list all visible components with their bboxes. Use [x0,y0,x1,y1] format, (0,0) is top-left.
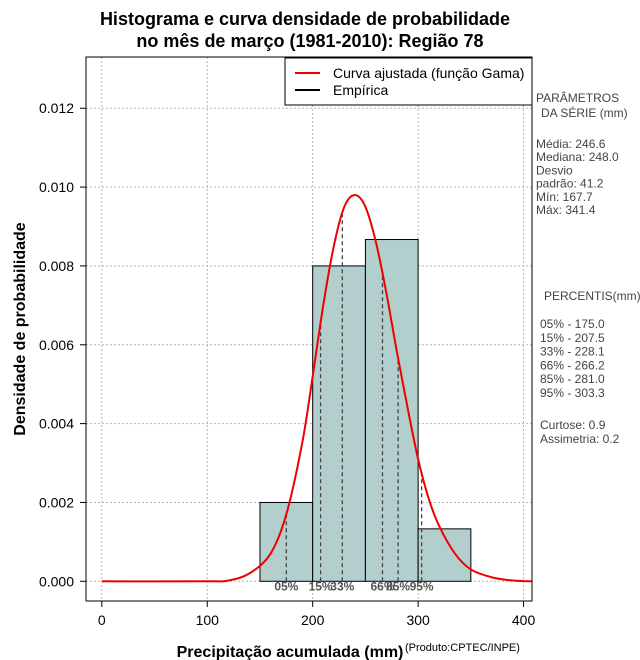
y-axis-label: Densidade de probabilidade [12,222,29,435]
legend-curve-label: Curva ajustada (função Gama) [333,65,524,81]
percentil-line: 33% - 228.1 [540,345,605,359]
x-tick-label: 200 [301,612,325,628]
x-tick-label: 400 [512,612,536,628]
stat-line: Curtose: 0.9 [540,418,606,432]
percentile-label: 66% [370,579,394,593]
param-line: Desvio [536,163,573,177]
histogram-bars [259,239,472,582]
y-tick-label: 0.012 [39,100,74,116]
param-line: Mediana: 248.0 [536,150,619,164]
plot-frame [85,56,533,602]
x-tick-label: 100 [196,612,220,628]
x-tick-label: 300 [406,612,430,628]
y-axis: 0.000 0.002 0.004 0.006 0.008 0.010 0.012 [39,100,86,589]
percentile-label: 15% [309,579,333,593]
y-tick-label: 0.002 [39,494,74,510]
params-title-1: PARÂMETROS [536,90,619,105]
y-tick-label: 0.006 [39,337,74,353]
param-line: Máx: 341.4 [536,203,596,217]
legend: Curva ajustada (função Gama) Empírica [284,57,533,106]
percentis-list: 05% - 175.015% - 207.533% - 228.166% - 2… [540,317,605,400]
percentil-line: 85% - 281.0 [540,372,605,386]
percentile-label: 33% [330,579,354,593]
percentil-line: 95% - 303.3 [540,386,605,400]
chart-title-line-1: Histograma e curva densidade de probabil… [100,9,510,29]
legend-empirical-label: Empírica [333,82,388,98]
params-title-2: DA SÉRIE (mm) [541,105,628,120]
histogram-bar-3 [364,239,419,582]
y-tick-label: 0.000 [39,573,74,589]
percentil-line: 15% - 207.5 [540,331,605,345]
param-line: Média: 246.6 [536,137,606,151]
percentile-labels: 05% 15%33% 66%85% 95% [274,579,434,593]
percentile-lines [285,214,423,582]
legend-box [284,57,533,106]
credit-text: (Produto:CPTEC/INPE) [405,642,520,654]
x-tick-label: 0 [98,612,106,628]
y-tick-label: 0.010 [39,179,74,195]
percentile-label: 85% [386,579,410,593]
percentis-title: PERCENTIS(mm) [544,289,640,303]
x-axis: 0 100 200 300 400 [98,601,536,628]
percentile-label: 95% [410,579,434,593]
param-line: Mín: 167.7 [536,190,593,204]
x-axis-label: Precipitação acumulada (mm) [177,644,404,660]
chart-title-line-2: no mês de março (1981-2010): Região 78 [136,31,483,51]
percentil-line: 66% - 266.2 [540,358,605,372]
param-line: padrão: 41.2 [536,177,604,191]
stat-line: Assimetria: 0.2 [540,432,620,446]
percentile-label: 05% [274,579,298,593]
percentil-line: 05% - 175.0 [540,317,605,331]
y-tick-label: 0.004 [39,416,74,432]
side-panel: PARÂMETROS DA SÉRIE (mm) Média: 246.6Med… [536,90,640,446]
fitted-gamma-curve [101,193,533,583]
y-tick-label: 0.008 [39,258,74,274]
